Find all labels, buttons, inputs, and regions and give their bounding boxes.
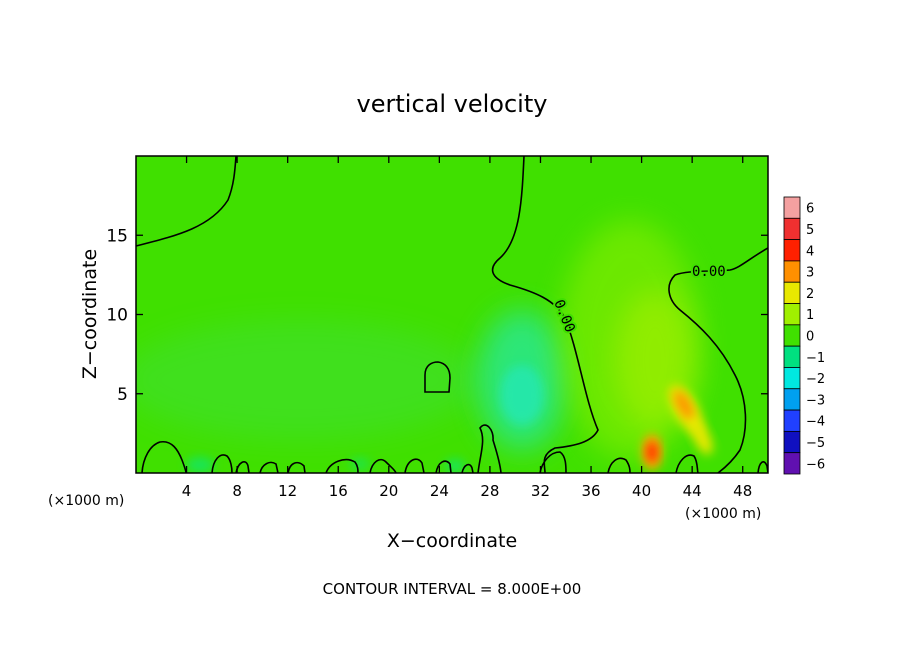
colorbar: 6 5 4 3 2 1 0 −1 −2 −3 −4 −5 −6	[783, 196, 825, 475]
x-tick-label: 40	[632, 482, 651, 500]
y-tick-label: 10	[106, 306, 128, 326]
contour-label: 0.00	[692, 264, 726, 280]
colorbar-swatch	[783, 388, 801, 411]
x-tick-label: 24	[430, 482, 449, 500]
colorbar-label: 5	[806, 223, 814, 238]
colorbar-swatch	[783, 452, 801, 475]
x-tick-label: 36	[581, 482, 600, 500]
colorbar-label: −1	[806, 351, 825, 366]
colorbar-swatch	[783, 324, 801, 347]
colorbar-swatch	[783, 239, 801, 262]
colorbar-label: 4	[806, 244, 814, 259]
colorbar-label: −3	[806, 393, 825, 408]
y-tick-label: 5	[117, 385, 128, 405]
x-tick-label: 44	[683, 482, 702, 500]
colorbar-swatch	[783, 367, 801, 390]
x-axis: 4 8 12 16 20 24 28 32 36 40 44 48	[182, 156, 752, 500]
x-unit-left: (×1000 m)	[48, 493, 124, 509]
x-tick-label: 12	[278, 482, 297, 500]
colorbar-swatch	[783, 281, 801, 304]
y-tick-label: 15	[106, 226, 128, 246]
colorbar-label: 0	[806, 330, 814, 345]
y-axis: 5 10 15	[106, 226, 768, 405]
colorbar-label: 2	[806, 287, 814, 302]
x-tick-label: 4	[182, 482, 192, 500]
colorbar-label: 1	[806, 308, 814, 323]
x-axis-label: X−coordinate	[387, 530, 517, 552]
colorbar-label: 3	[806, 266, 814, 281]
colorbar-swatch	[783, 196, 801, 219]
colorbar-swatch	[783, 409, 801, 432]
colorbar-label: 6	[806, 202, 814, 217]
colorbar-swatch	[783, 303, 801, 326]
y-axis-label: Z−coordinate	[79, 249, 101, 379]
colorbar-label: −5	[806, 436, 825, 451]
colorbar-swatch	[783, 430, 801, 454]
colorbar-label: −6	[806, 457, 825, 472]
contour-interval-note: CONTOUR INTERVAL = 8.000E+00	[323, 580, 582, 598]
contour-field	[136, 156, 768, 473]
zero-contours	[136, 156, 768, 473]
chart-title: vertical velocity	[357, 90, 548, 118]
x-tick-label: 16	[329, 482, 348, 500]
x-tick-label: 32	[531, 482, 550, 500]
x-tick-label: 28	[480, 482, 499, 500]
colorbar-swatch	[783, 260, 801, 283]
colorbar-label: −4	[806, 415, 825, 430]
x-unit-right: (×1000 m)	[685, 506, 761, 522]
colorbar-swatch	[783, 345, 801, 368]
x-tick-label: 48	[733, 482, 752, 500]
x-tick-label: 20	[379, 482, 398, 500]
x-tick-label: 8	[232, 482, 242, 500]
colorbar-label: −2	[806, 372, 825, 387]
colorbar-swatch	[783, 217, 801, 241]
